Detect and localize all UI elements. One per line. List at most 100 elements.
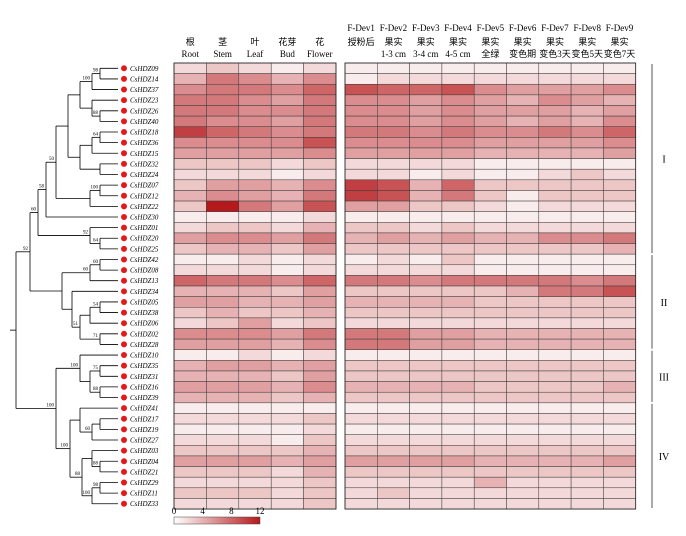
heatmap-cell [344, 360, 378, 372]
gene-marker-dot [121, 362, 127, 369]
heatmap-cell [377, 137, 410, 149]
heatmap-cell [344, 338, 378, 350]
heatmap-cell [303, 296, 337, 308]
heatmap-cell [270, 243, 304, 255]
heatmap-cell [238, 402, 272, 414]
bootstrap-label: 71 [93, 334, 99, 339]
gene-marker-dot [121, 288, 127, 295]
heatmap-cell [238, 360, 272, 372]
gene-label: CsHDZ31 [130, 373, 158, 381]
dev-header-line2: 变色7天 [604, 48, 636, 59]
heatmap-cell [270, 381, 304, 393]
heatmap-cell [238, 158, 272, 170]
heatmap-cell [173, 466, 207, 478]
heatmap-cell [377, 158, 410, 170]
heatmap-cell [377, 147, 410, 159]
heatmap-cell [206, 338, 240, 350]
heatmap-cell [473, 83, 507, 96]
heatmap-cell [603, 370, 636, 382]
dev-header-stage: F-Dev8 [574, 23, 602, 33]
heatmap-cell [377, 73, 410, 85]
heatmap-cell [441, 455, 475, 467]
heatmap-cell [538, 391, 572, 404]
gene-label: CsHDZ17 [130, 415, 159, 423]
heatmap-cell [441, 62, 475, 74]
heatmap-cell [441, 307, 475, 319]
heatmap-cell [473, 307, 507, 319]
heatmap-cell [303, 168, 337, 181]
heatmap-cell [603, 253, 636, 266]
heatmap-cell [441, 285, 475, 297]
heatmap-cell [409, 381, 443, 393]
heatmap-cell [206, 455, 240, 467]
heatmap-cell [441, 211, 475, 223]
heatmap-cell [538, 168, 572, 181]
heatmap-cell [538, 105, 572, 117]
heatmap-cell [538, 253, 572, 266]
heatmap-cell [344, 370, 378, 382]
heatmap-cell [344, 434, 378, 446]
heatmap-cell [303, 264, 337, 276]
heatmap-cell [603, 62, 636, 74]
heatmap-cell [473, 168, 507, 181]
heatmap-cell [473, 498, 507, 510]
heatmap-cell [377, 296, 410, 308]
heatmap-cell [506, 413, 540, 425]
heatmap-cell [344, 73, 378, 85]
dev-header-stage: F-Dev6 [509, 23, 537, 33]
heatmap-cell [206, 498, 240, 510]
heatmap-cell [344, 147, 378, 159]
heatmap-cell [570, 445, 604, 457]
gene-marker-dot [121, 182, 127, 189]
heatmap-cell [303, 83, 337, 96]
heatmap-cell [603, 466, 636, 478]
heatmap-cell [238, 476, 272, 489]
bootstrap-label: 100 [91, 185, 99, 190]
heatmap-cell [173, 487, 207, 499]
heatmap-cell [570, 147, 604, 159]
gene-marker-dot [121, 118, 127, 125]
heatmap-cell [506, 94, 540, 106]
heatmap-cell [206, 137, 240, 149]
heatmap-cell [238, 115, 272, 127]
heatmap-cell [538, 211, 572, 223]
heatmap-cell [538, 498, 572, 510]
heatmap-cell [206, 232, 240, 244]
heatmap-cell [441, 487, 475, 499]
gene-label: CsHDZ06 [130, 320, 159, 328]
heatmap-cell [206, 190, 240, 202]
gene-marker-dot [121, 107, 127, 114]
heatmap-cell [409, 317, 443, 329]
phylogenetic-tree: 9810088641005058649260606054715192758810… [10, 67, 118, 505]
heatmap-cell [270, 264, 304, 276]
heatmap-cell [506, 381, 540, 393]
bootstrap-label: 50 [49, 157, 55, 162]
heatmap-cell [377, 62, 410, 74]
gene-label: CsHDZ02 [130, 330, 159, 338]
heatmap-cell [506, 455, 540, 467]
heatmap-cell [473, 381, 507, 393]
gene-marker-dot [121, 479, 127, 486]
heatmap-cell [603, 179, 636, 191]
heatmap-cell [441, 275, 475, 287]
heatmap-cell [441, 94, 475, 106]
heatmap-cell [173, 370, 207, 382]
heatmap-cell [603, 338, 636, 350]
heatmap-cell [173, 338, 207, 350]
heatmap-cell [173, 285, 207, 297]
heatmap-cell [173, 115, 207, 127]
heatmap-cell [570, 360, 604, 372]
heatmap-cell [206, 391, 240, 404]
colorbar [173, 516, 261, 525]
heatmap-cell [538, 275, 572, 287]
heatmap-cell [238, 466, 272, 478]
heatmap-cell [270, 275, 304, 287]
heatmap-cell [473, 338, 507, 350]
heatmap-cell [344, 307, 378, 319]
gene-label: CsHDZ16 [130, 383, 159, 391]
heatmap-cell [538, 423, 572, 435]
gene-label: CsHDZ10 [130, 352, 159, 360]
heatmap-cell [603, 455, 636, 467]
heatmap-cell [570, 466, 604, 478]
heatmap-cell [270, 445, 304, 457]
